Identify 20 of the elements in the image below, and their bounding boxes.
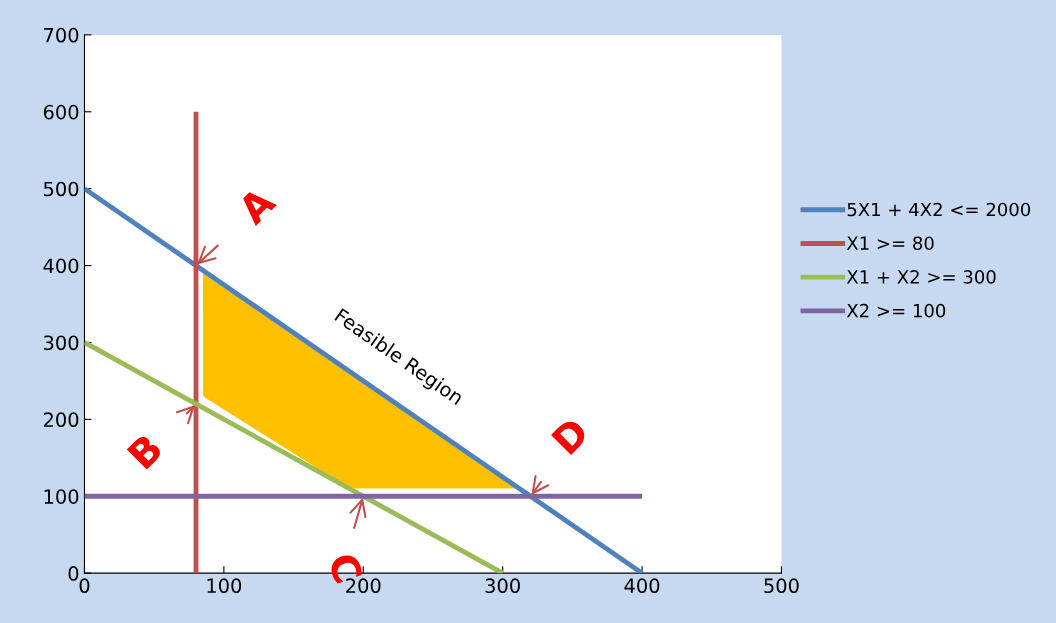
annotation: A [235,184,277,226]
y-tick-label: 600 [43,104,79,120]
y-tick-label: 700 [44,27,79,43]
y-tick-label: 200 [43,412,79,428]
x-tick-label: 400 [624,578,660,594]
y-tick-label: 0 [68,566,79,581]
y-tick-label: 500 [44,181,79,197]
x-tick-label: 100 [207,578,242,594]
annotation: D [551,416,590,456]
x-tick-label: 300 [485,578,520,594]
y-tick-label: 400 [43,258,79,274]
legend-label: X1 >= 80 [846,236,934,251]
y-tick-label: 300 [43,335,79,351]
legend-label: 5X1 + 4X2 <= 2000 [847,202,1031,217]
x-tick-label: 500 [764,578,799,594]
y-tick-label: 100 [44,489,79,504]
legend-label: X1 + X2 >= 300 [846,270,996,284]
x-tick-label: 0 [79,578,90,594]
annotation: B [126,432,164,470]
legend-label: X2 >= 100 [846,303,946,318]
